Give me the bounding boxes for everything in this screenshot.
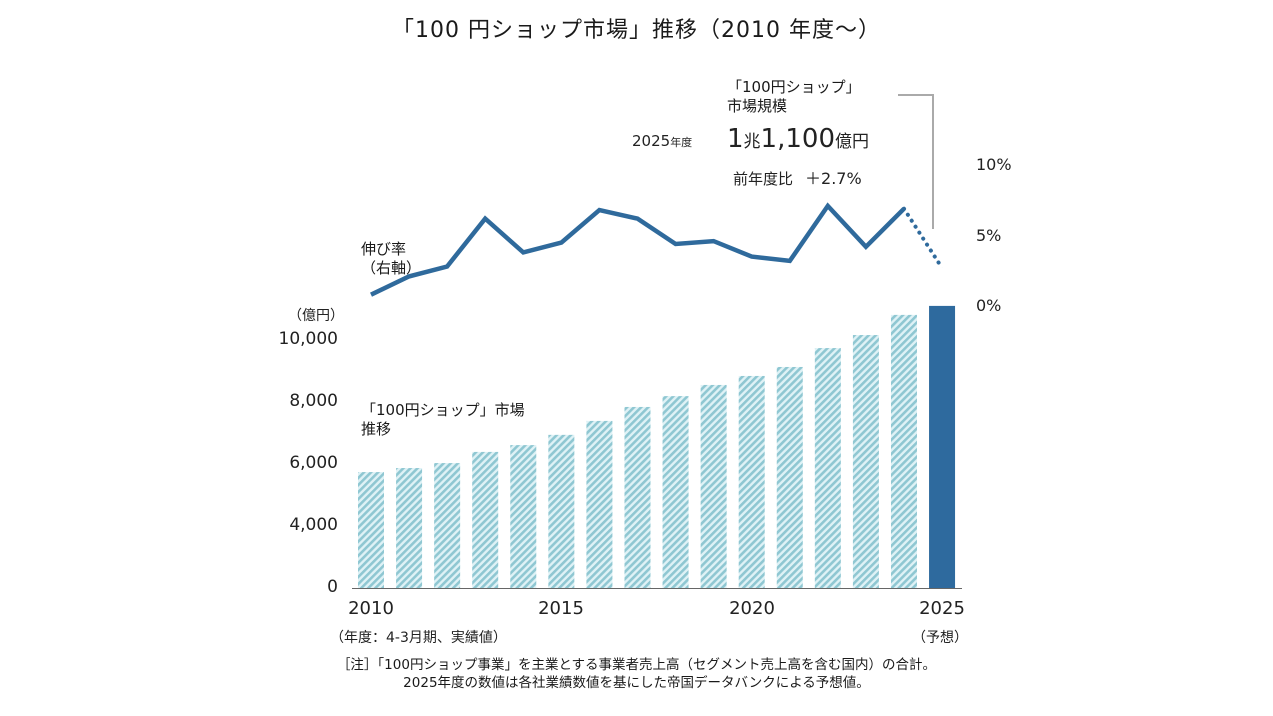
callout-year: 2025年度	[632, 132, 692, 150]
growth-line-series	[370, 202, 944, 297]
callout-year-suffix: 年度	[670, 136, 693, 149]
bar-2020	[738, 375, 765, 588]
growth-label-line1: 伸び率	[361, 240, 407, 258]
bar-2025-forecast	[929, 305, 956, 588]
bar-2013	[472, 451, 499, 588]
x-axis-tick-2025: 2025	[919, 598, 965, 619]
left-axis-tick-0: 0	[327, 577, 338, 597]
left-axis-unit: （億円）	[288, 308, 344, 324]
bar-series	[358, 305, 956, 588]
callout-value-trillion: 1	[727, 124, 744, 154]
callout-value-hundred-million: 1,100	[760, 124, 835, 154]
growth-series-label: 伸び率 （右軸）	[361, 240, 421, 278]
left-axis-tick-8000: 8,000	[289, 391, 338, 411]
bar-2022	[814, 348, 841, 588]
footnote: ［注］「100円ショップ事業」を主業とする事業者売上高（セグメント売上高を含む国…	[0, 656, 1273, 692]
footnote-line1: ［注］「100円ショップ事業」を主業とする事業者売上高（セグメント売上高を含む国…	[336, 657, 937, 673]
growth-label-line2: （右軸）	[361, 259, 422, 277]
bar-2019	[700, 384, 727, 588]
callout-yoy-label: 前年度比	[733, 170, 794, 188]
bar-2024	[890, 314, 917, 588]
bar-2016	[586, 420, 613, 588]
forecast-note: （予想）	[912, 630, 968, 646]
right-axis-tick-5: 5%	[976, 226, 1002, 245]
left-axis-tick-4000: 4,000	[289, 515, 338, 535]
market-label-line2: 推移	[361, 420, 392, 438]
fiscal-year-note: （年度：4-3月期、実績値）	[330, 630, 507, 646]
x-axis-tick-2020: 2020	[729, 598, 775, 619]
right-axis-tick-10: 10%	[976, 155, 1012, 174]
callout-market-size: 1兆1,100億円	[727, 124, 869, 154]
bar-2011	[396, 468, 423, 588]
market-label-line1: 「100円ショップ」市場	[361, 401, 525, 419]
callout-heading-line2: 市場規模	[727, 97, 788, 115]
x-axis-tick-2015: 2015	[538, 598, 584, 619]
bar-2012	[434, 463, 461, 588]
bar-2017	[624, 406, 651, 588]
left-axis-tick-10000: 10,000	[278, 329, 338, 349]
bar-2015	[548, 434, 575, 588]
callout-yoy: 前年度比 ＋2.7%	[733, 165, 862, 189]
market-series-label: 「100円ショップ」市場 推移	[361, 401, 525, 439]
growth-line-forecast	[902, 206, 944, 270]
bar-2010	[358, 472, 384, 588]
callout-unit-trillion: 兆	[743, 132, 761, 152]
chart-title: 「100 円ショップ市場」推移（2010 年度～）	[392, 18, 881, 43]
left-axis-tick-6000: 6,000	[289, 453, 338, 473]
callout-heading-line1: 「100円ショップ」	[727, 78, 861, 96]
callout-yoy-value: ＋2.7%	[805, 169, 862, 188]
bar-2023	[852, 335, 879, 588]
callout-year-value: 2025	[632, 132, 671, 150]
callout-unit-hundred-million: 億円	[834, 132, 869, 152]
footnote-line2: 2025年度の数値は各社業績数値を基にした帝国データバンクによる予想値。	[403, 675, 870, 691]
bar-2018	[662, 396, 689, 588]
callout-leader-line	[898, 94, 934, 229]
x-axis-tick-2010: 2010	[348, 598, 394, 619]
growth-line-actual	[370, 202, 906, 297]
right-axis-tick-0: 0%	[976, 296, 1002, 315]
bar-2014	[510, 445, 537, 588]
bar-2021	[776, 366, 803, 588]
callout-heading: 「100円ショップ」 市場規模	[727, 78, 861, 116]
